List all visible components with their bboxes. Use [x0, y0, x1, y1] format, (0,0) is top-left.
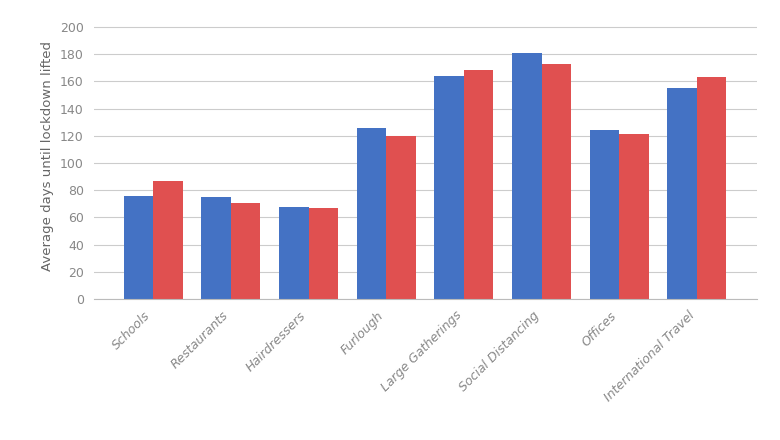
- Bar: [279, 207, 309, 299]
- Bar: [464, 70, 494, 299]
- Bar: [541, 64, 571, 299]
- Bar: [590, 130, 619, 299]
- Y-axis label: Average days until lockdown lifted: Average days until lockdown lifted: [41, 41, 55, 271]
- Bar: [434, 76, 464, 299]
- Bar: [309, 208, 338, 299]
- Bar: [697, 77, 726, 299]
- Bar: [201, 197, 231, 299]
- Bar: [386, 136, 416, 299]
- Bar: [231, 202, 261, 299]
- Bar: [619, 134, 649, 299]
- Bar: [668, 88, 697, 299]
- Bar: [356, 128, 386, 299]
- Bar: [124, 196, 153, 299]
- Bar: [512, 53, 541, 299]
- Bar: [153, 181, 183, 299]
